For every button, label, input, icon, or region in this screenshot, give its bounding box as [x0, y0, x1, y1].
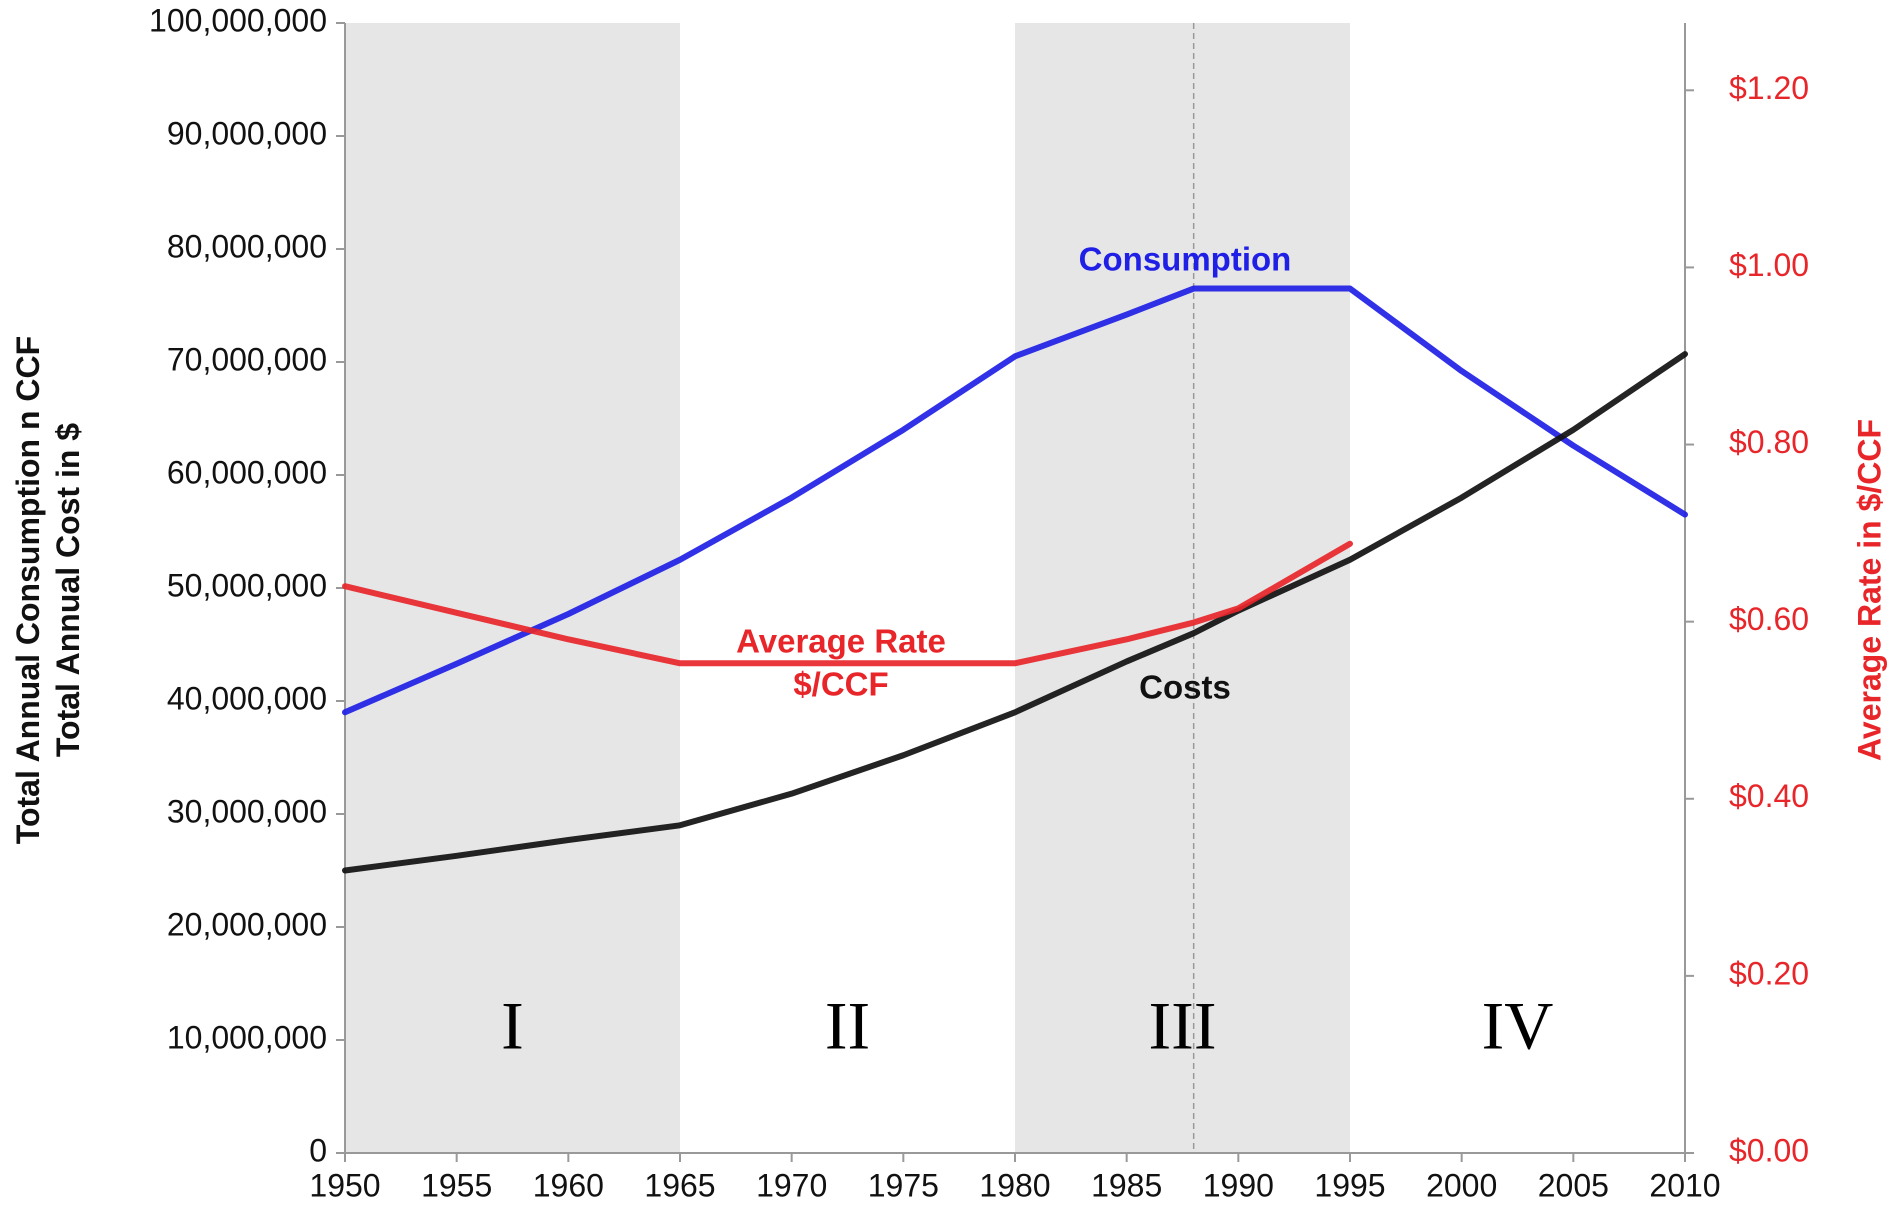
annotation: $/CCF — [793, 666, 888, 703]
y-tick-label: 10,000,000 — [167, 1019, 327, 1055]
x-tick-label: 2000 — [1426, 1167, 1497, 1203]
y-axis-title-line: Total Annual Cost in $ — [50, 423, 86, 757]
y-tick-label: 0 — [309, 1132, 327, 1168]
series-line — [342, 351, 1688, 874]
y2-tick-label: $0.60 — [1729, 601, 1809, 637]
series-line — [342, 540, 1353, 667]
y-tick-label: 50,000,000 — [167, 567, 327, 603]
region-label: II — [825, 988, 870, 1064]
y-tick-label: 60,000,000 — [167, 454, 327, 490]
x-tick-label: 1975 — [868, 1167, 939, 1203]
series-line — [342, 285, 1688, 716]
x-tick-label: 1950 — [309, 1167, 380, 1203]
y-tick-label: 40,000,000 — [167, 680, 327, 716]
shaded-region — [345, 23, 680, 1153]
x-tick-label: 1980 — [979, 1167, 1050, 1203]
y2-tick-label: $1.00 — [1729, 247, 1809, 283]
y-tick-label: 20,000,000 — [167, 906, 327, 942]
annotation: Costs — [1139, 669, 1231, 706]
x-tick-label: 1970 — [756, 1167, 827, 1203]
y2-axis-title: Average Rate in $/CCF — [1851, 419, 1887, 761]
x-tick-label: 2010 — [1649, 1167, 1720, 1203]
y2-tick-label: $0.20 — [1729, 955, 1809, 991]
x-tick-label: 1955 — [421, 1167, 492, 1203]
x-tick-label: 1985 — [1091, 1167, 1162, 1203]
y2-tick-label: $0.80 — [1729, 424, 1809, 460]
y-tick-label: 100,000,000 — [149, 2, 327, 38]
y-axis-title-line: Total Annual Consumption n CCF — [10, 336, 46, 844]
region-label: IV — [1482, 988, 1554, 1064]
region-label: III — [1149, 988, 1217, 1064]
y2-tick-label: $1.20 — [1729, 70, 1809, 106]
x-tick-label: 1990 — [1203, 1167, 1274, 1203]
y-tick-label: 30,000,000 — [167, 793, 327, 829]
shaded-region — [1015, 23, 1350, 1153]
x-tick-label: 2005 — [1538, 1167, 1609, 1203]
y-tick-label: 80,000,000 — [167, 228, 327, 264]
annotation: Consumption — [1079, 241, 1292, 278]
x-tick-label: 1965 — [644, 1167, 715, 1203]
annotation: Average Rate — [736, 623, 946, 660]
y-tick-label: 70,000,000 — [167, 341, 327, 377]
y-axis-title: Total Annual Consumption n CCF Total Annu… — [10, 336, 86, 844]
x-tick-label: 1960 — [533, 1167, 604, 1203]
x-tick-label: 1995 — [1314, 1167, 1385, 1203]
y-tick-label: 90,000,000 — [167, 115, 327, 151]
region-label: I — [501, 988, 524, 1064]
y2-tick-label: $0.40 — [1729, 778, 1809, 814]
y2-tick-label: $0.00 — [1729, 1132, 1809, 1168]
